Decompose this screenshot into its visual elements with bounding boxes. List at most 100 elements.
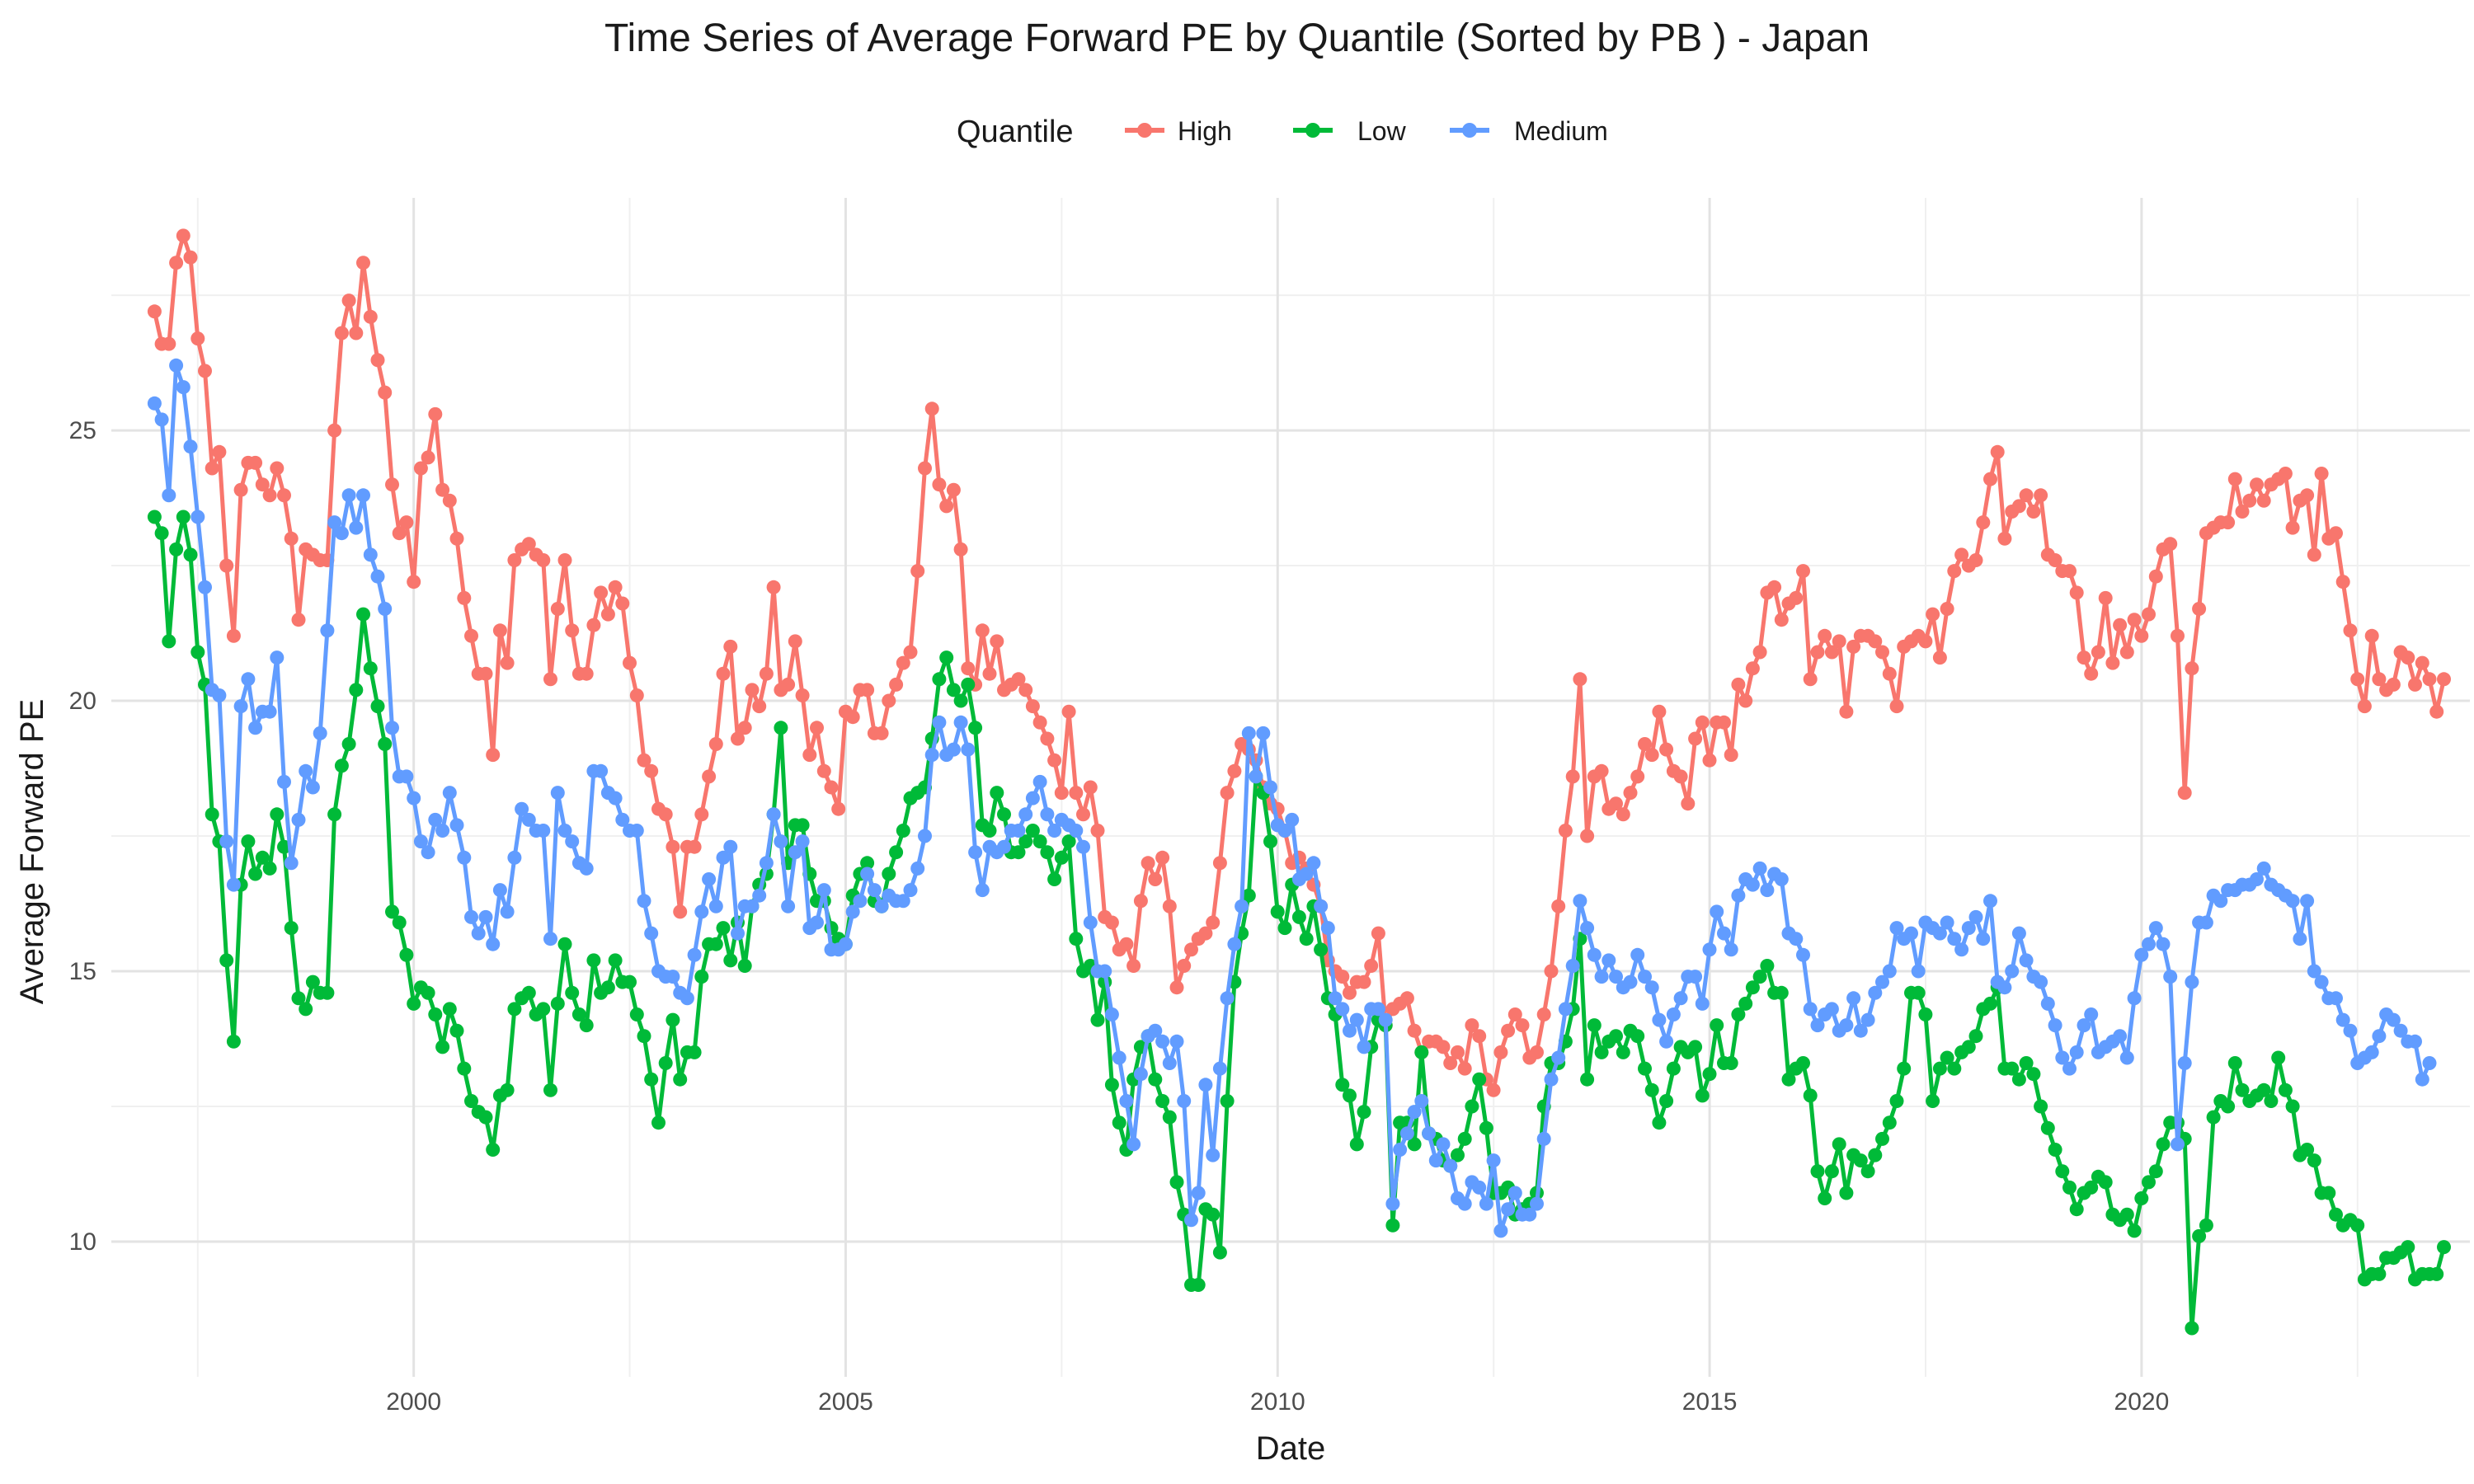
data-point-low [543,1082,557,1097]
data-point-high [2307,547,2321,562]
data-point-medium [716,850,731,865]
data-point-medium [1731,888,1746,903]
data-point-medium [1853,1023,1868,1038]
data-point-low [2401,1240,2415,1255]
data-point-medium [1306,856,1321,871]
data-point-low [565,985,580,1000]
data-point-high [1954,547,1969,562]
data-point-high [1076,807,1090,822]
data-point-low [997,807,1011,822]
legend-marker-low [1305,123,1320,138]
data-point-low [1638,1061,1652,1076]
x-axis-ticks: 2000 2005 2010 2015 2020 [386,1388,2169,1416]
data-point-high [1803,672,1818,687]
data-point-high [824,780,839,795]
data-point-medium [896,894,910,909]
series-high [147,228,2451,1097]
data-point-high [1119,937,1134,951]
data-point-high [2372,672,2387,687]
data-point-high [1832,634,1846,649]
data-point-low [1299,932,1314,946]
data-point-low [716,921,731,936]
data-point-high [1932,650,1947,665]
data-point-low [2206,1110,2221,1125]
data-point-medium [1983,894,1997,909]
data-point-medium [2285,894,2300,909]
data-point-low [2321,1186,2336,1200]
legend: Quantile High Low Medium [957,115,1608,149]
data-point-medium [1385,1196,1400,1211]
data-point-medium [997,839,1011,854]
data-point-high [2127,613,2142,627]
data-point-medium [1997,980,2012,995]
data-point-medium [2250,872,2264,886]
data-point-low [1112,1115,1126,1130]
data-point-medium [1198,1078,1213,1092]
data-point-medium [1839,1018,1854,1033]
data-point-low [305,974,320,989]
data-point-high [457,590,472,605]
data-point-high [2163,537,2178,552]
data-point-high [1745,661,1760,676]
legend-item-low: Low [1293,116,1407,146]
data-point-medium [1047,824,1062,838]
data-point-low [637,1029,651,1044]
data-point-medium [2134,947,2149,962]
data-point-low [658,1056,673,1070]
data-point-low [889,845,904,860]
data-point-high [349,326,364,340]
data-point-low [1335,1078,1350,1092]
data-point-low [169,542,184,556]
data-point-medium [608,791,623,805]
data-point-low [2048,1143,2062,1157]
data-point-low [1032,834,1047,849]
data-point-medium [1422,1126,1437,1141]
data-point-medium [1954,942,1969,957]
data-point-high [975,623,990,638]
data-point-high [1983,472,1997,486]
data-point-high [334,326,349,340]
y-axis-title: Average Forward PE [14,699,50,1005]
data-point-medium [795,834,810,849]
data-point-high [1644,748,1659,763]
data-point-low [1025,824,1040,838]
data-point-medium [2393,1023,2408,1038]
data-point-low [1616,1045,1630,1059]
data-point-high [190,331,205,346]
data-point-high [1724,748,1738,763]
data-point-medium [594,763,609,778]
data-point-high [1573,672,1587,687]
data-point-medium [2300,894,2315,909]
data-point-high [694,807,709,822]
data-point-low [586,953,601,968]
data-point-medium [1155,1034,1170,1049]
data-point-medium [515,801,529,816]
data-point-low [550,996,565,1011]
data-point-high [428,406,443,421]
data-point-high [464,628,478,643]
data-point-low [1451,1148,1465,1162]
data-point-medium [233,699,248,714]
data-point-low [2142,1175,2156,1190]
data-point-medium [248,721,263,735]
data-point-low [737,959,752,973]
data-point-medium [1343,1023,1357,1038]
data-point-low [1824,1164,1839,1179]
data-point-low [1760,959,1775,973]
data-point-high [816,763,831,778]
data-point-medium [1263,780,1277,795]
data-point-high [1357,974,1371,989]
data-point-low [536,1002,551,1017]
data-point-medium [1212,1061,1227,1076]
data-point-high [2185,661,2199,676]
data-point-medium [399,769,414,784]
data-point-medium [1587,947,1602,962]
data-point-medium [1011,824,1026,838]
data-point-high [2113,618,2128,632]
data-point-low [262,861,277,876]
data-point-high [2364,628,2379,643]
data-point-high [1673,769,1688,784]
data-point-low [1868,1148,1883,1162]
data-point-high [2119,645,2134,660]
data-point-medium [1299,866,1314,881]
